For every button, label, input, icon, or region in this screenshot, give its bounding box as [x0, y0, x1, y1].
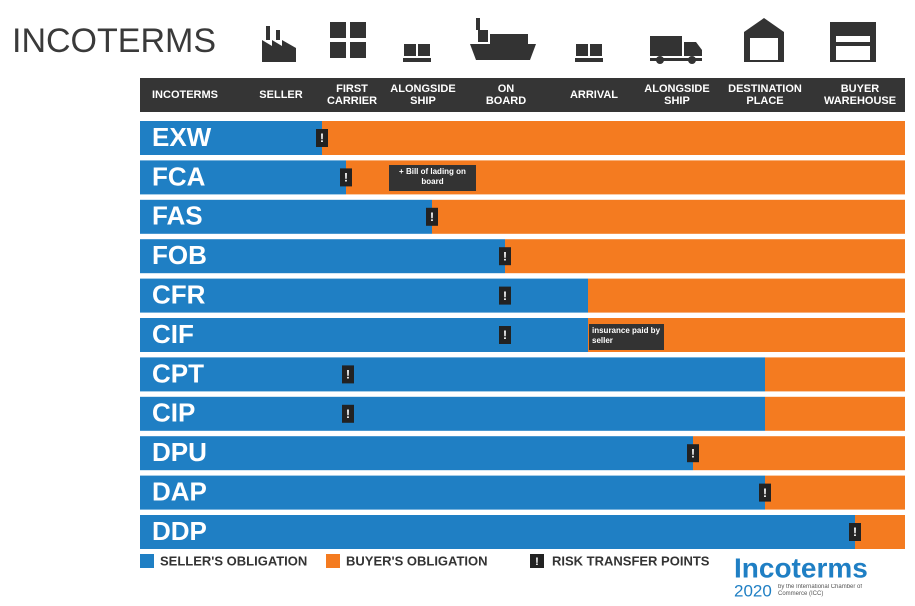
seller-segment: [140, 515, 855, 549]
risk-icon: !: [430, 210, 434, 224]
term: CIF: [152, 319, 194, 349]
seller-segment: [140, 475, 765, 510]
logo-caption: by the International Chamber of Commerce…: [778, 584, 863, 597]
logo-name: Incoterms: [734, 552, 868, 583]
seller-segment: [140, 357, 765, 392]
buyer-segment: [588, 278, 905, 313]
risk-icon: !: [346, 368, 350, 382]
term: CPT: [152, 358, 204, 388]
seller-segment: [140, 318, 588, 352]
term: FCA: [152, 161, 206, 191]
logo-year: 2020: [734, 581, 772, 600]
term: DDP: [152, 516, 207, 546]
icons: [262, 18, 876, 64]
seller-segment: [140, 436, 693, 471]
factory-icon: [262, 26, 296, 62]
column-header: ALONGSIDE SHIP: [390, 83, 455, 107]
risk-point: [340, 168, 352, 187]
buyer-segment: [322, 121, 905, 155]
column-header: FIRST CARRIER: [327, 83, 377, 107]
title: INCOTERMS: [12, 22, 216, 60]
risk-icon: !: [320, 131, 324, 145]
note-box: [389, 165, 476, 191]
term: CIP: [152, 398, 195, 428]
risk-point: [316, 129, 328, 147]
risk-point: [499, 286, 511, 305]
logo-caption-box: by the International Chamber of Commerce…: [778, 584, 863, 597]
seller-segment: [140, 396, 765, 431]
risk-icon: !: [344, 171, 348, 185]
column-header: ARRIVAL: [570, 89, 618, 101]
legend-seller-swatch: [140, 554, 154, 568]
buyer-segment: [693, 436, 905, 471]
term: FOB: [152, 240, 207, 270]
note-box: [589, 324, 664, 350]
note: insurance paid by seller: [592, 326, 661, 345]
risk-point: [342, 365, 354, 384]
legend-risk-icon: !: [535, 556, 539, 568]
legend-risk: RISK TRANSFER POINTS: [552, 553, 710, 568]
risk-icon: !: [691, 446, 695, 460]
term: FAS: [152, 201, 203, 231]
legend-seller: SELLER'S OBLIGATION: [160, 553, 307, 568]
seller-segment: [140, 239, 505, 274]
column-header: ALONGSIDE SHIP: [644, 83, 709, 107]
legend-risk-swatch: [530, 554, 544, 568]
risk-icon: !: [503, 328, 507, 342]
term: DAP: [152, 476, 207, 506]
risk-point: [499, 247, 511, 266]
risk-point: [342, 404, 354, 423]
buyer-segment: [432, 199, 905, 234]
note-holder: + Bill of lading on board: [399, 167, 466, 186]
truck-icon: [650, 36, 702, 61]
risk-icon: !: [853, 525, 857, 539]
term: DPU: [152, 437, 207, 467]
risk-point: [759, 483, 771, 502]
seller-segment: [140, 199, 432, 234]
risk-point: [499, 326, 511, 344]
header-bar: [140, 78, 905, 112]
buyer-segment: [505, 239, 905, 274]
note-holder: insurance paid by seller: [592, 326, 661, 345]
note: + Bill of lading on board: [399, 167, 466, 186]
carrier-icon: [330, 22, 366, 58]
risk-icon: !: [763, 486, 767, 500]
risk-icon: !: [346, 407, 350, 421]
legend-buyer-swatch: [326, 554, 340, 568]
arrival-icon: [575, 44, 603, 62]
seller-segment: [140, 121, 322, 155]
seller-segment: [140, 278, 588, 313]
buyer-segment: [765, 475, 905, 510]
seller-segment: [140, 160, 346, 195]
term: EXW: [152, 122, 212, 152]
buyer-segment: [855, 515, 905, 549]
buyer-segment: [765, 396, 905, 431]
risk-point: [849, 523, 861, 541]
column-header: SELLER: [259, 89, 302, 101]
ship-icon: [470, 18, 536, 60]
risk-point: [426, 207, 438, 226]
cargo-icon: [403, 44, 431, 62]
term: CFR: [152, 279, 206, 309]
column-header: BUYER WAREHOUSE: [824, 83, 896, 107]
column-header: ON BOARD: [486, 83, 526, 107]
legend-buyer: BUYER'S OBLIGATION: [346, 553, 488, 568]
risk-icon: !: [503, 289, 507, 303]
column-header: DESTINATION PLACE: [728, 83, 802, 107]
column-header: INCOTERMS: [152, 89, 218, 101]
buyer-segment: [765, 357, 905, 392]
risk-point: [687, 444, 699, 463]
risk-icon: !: [503, 249, 507, 263]
